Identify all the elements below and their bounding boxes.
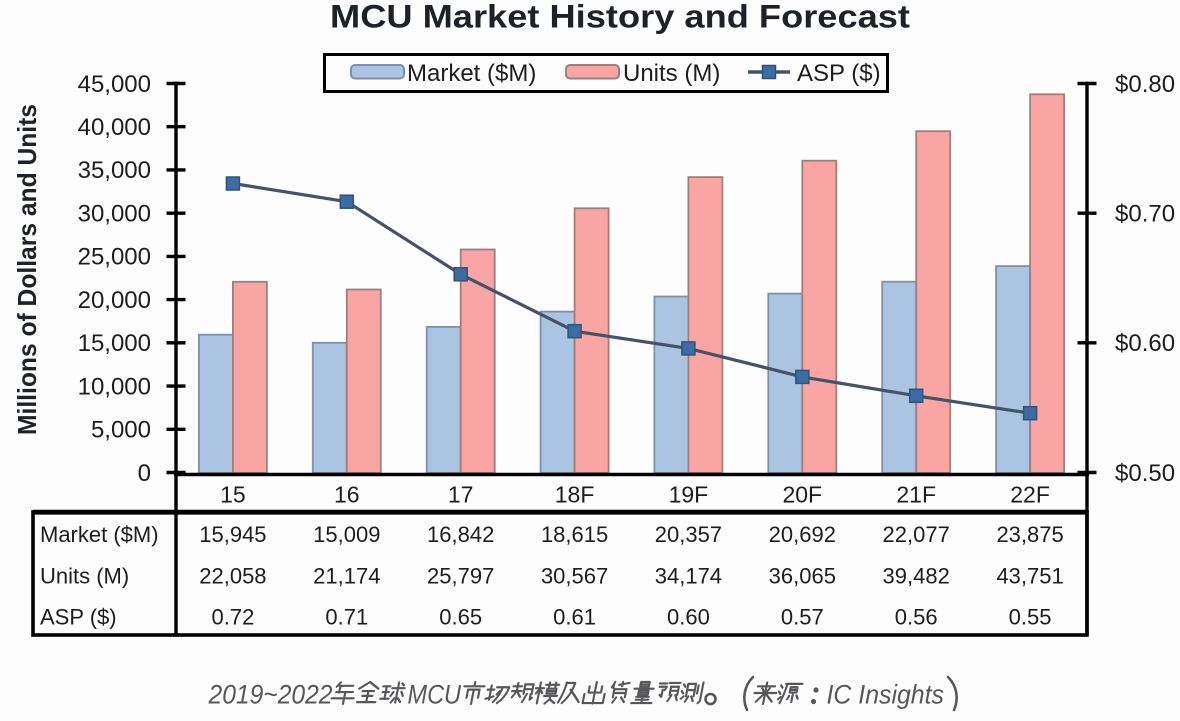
svg-text:Market ($M): Market ($M) [40, 522, 159, 547]
svg-text:0.57: 0.57 [781, 605, 824, 630]
svg-text:0.60: 0.60 [667, 605, 710, 630]
svg-text:0.72: 0.72 [211, 605, 254, 630]
svg-text:2019~2022: 2019~2022 [208, 680, 333, 710]
svg-text:Units (M): Units (M) [40, 564, 129, 589]
svg-text:19F: 19F [669, 482, 709, 508]
svg-text:20,357: 20,357 [655, 522, 722, 547]
svg-text:IC Insights: IC Insights [827, 680, 945, 710]
svg-text:MCU: MCU [408, 680, 462, 710]
svg-text:34,174: 34,174 [655, 564, 722, 589]
svg-text:22,077: 22,077 [883, 522, 950, 547]
svg-text:21,174: 21,174 [313, 564, 380, 589]
svg-text:16,842: 16,842 [427, 522, 494, 547]
svg-text:$0.70: $0.70 [1115, 201, 1175, 228]
svg-text:20,692: 20,692 [769, 522, 836, 547]
svg-text:Units (M): Units (M) [623, 60, 720, 87]
svg-text:35,000: 35,000 [78, 157, 151, 184]
svg-text:30,567: 30,567 [541, 564, 608, 589]
svg-text:40,000: 40,000 [78, 114, 151, 141]
svg-text:23,875: 23,875 [996, 522, 1063, 547]
svg-text:20F: 20F [782, 482, 822, 508]
svg-text:$0.80: $0.80 [1115, 71, 1175, 98]
svg-text:Millions of Dollars and Units: Millions of Dollars and Units [12, 104, 42, 435]
svg-text:36,065: 36,065 [769, 564, 836, 589]
svg-text:16: 16 [334, 482, 360, 508]
svg-text:17: 17 [448, 482, 474, 508]
svg-text:22,058: 22,058 [199, 564, 266, 589]
svg-text:15,000: 15,000 [78, 330, 151, 357]
svg-text:15,945: 15,945 [199, 522, 266, 547]
svg-text:10,000: 10,000 [78, 373, 151, 400]
svg-text:0.55: 0.55 [1009, 605, 1052, 630]
svg-text:$0.50: $0.50 [1115, 460, 1175, 487]
svg-text:18,615: 18,615 [541, 522, 608, 547]
svg-text:15: 15 [220, 482, 246, 508]
svg-text:ASP ($): ASP ($) [797, 60, 881, 87]
svg-text:21F: 21F [896, 482, 936, 508]
svg-text:ASP ($): ASP ($) [40, 605, 117, 630]
svg-text:39,482: 39,482 [883, 564, 950, 589]
svg-text:0.56: 0.56 [895, 605, 938, 630]
svg-text:25,797: 25,797 [427, 564, 494, 589]
svg-text:18F: 18F [555, 482, 595, 508]
svg-text:5,000: 5,000 [91, 417, 151, 444]
svg-text:0.65: 0.65 [439, 605, 482, 630]
svg-text:0.71: 0.71 [325, 605, 368, 630]
svg-text:25,000: 25,000 [78, 244, 151, 271]
svg-text:15,009: 15,009 [313, 522, 380, 547]
svg-text:43,751: 43,751 [996, 564, 1063, 589]
svg-text:$0.60: $0.60 [1115, 330, 1175, 357]
svg-text:MCU Market History and Forecas: MCU Market History and Forecast [330, 0, 910, 35]
svg-text:45,000: 45,000 [78, 71, 151, 98]
svg-text:22F: 22F [1010, 482, 1050, 508]
svg-text:30,000: 30,000 [78, 201, 151, 228]
svg-text:Market ($M): Market ($M) [407, 60, 536, 87]
svg-text:0: 0 [138, 460, 151, 487]
svg-text:20,000: 20,000 [78, 287, 151, 314]
svg-text:0.61: 0.61 [553, 605, 596, 630]
